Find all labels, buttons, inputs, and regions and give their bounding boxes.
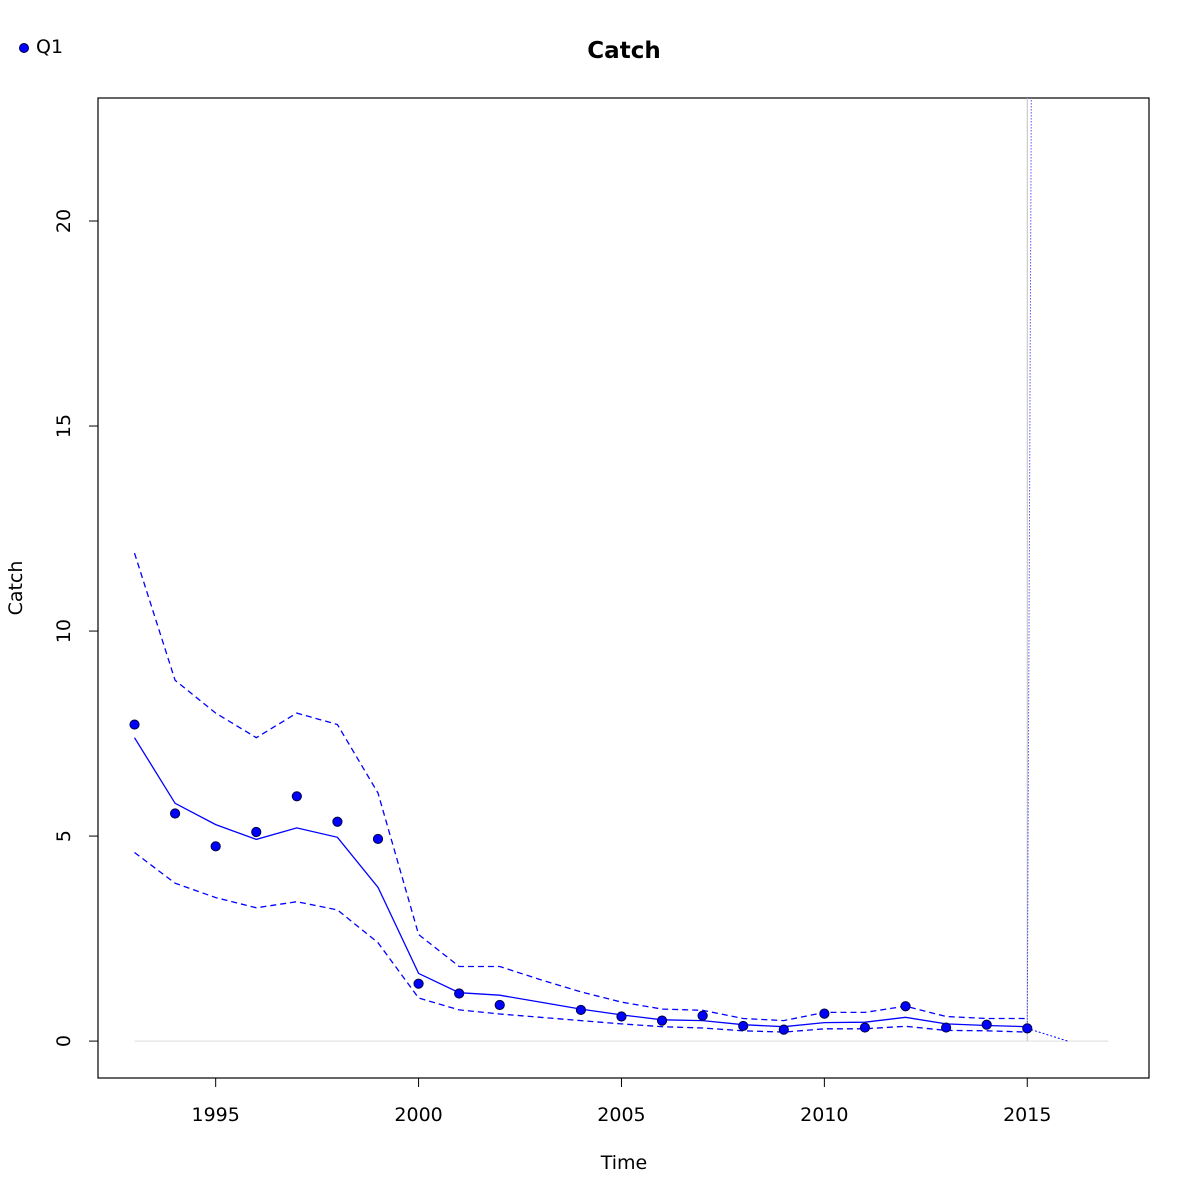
- data-point: [656, 1015, 668, 1026]
- reference-lines: [134, 97, 1109, 1042]
- data-point: [941, 1022, 952, 1033]
- lower-bound-line: [134, 851, 1028, 1033]
- x-tick-label: 2000: [394, 1104, 442, 1126]
- fitted-line: [133, 737, 1028, 1028]
- y-tick-label: 0: [53, 1035, 75, 1047]
- legend-marker: [19, 43, 29, 53]
- x-tick-label: 2010: [800, 1104, 848, 1126]
- projection-line: [1027, 1027, 1068, 1042]
- data-point: [372, 833, 384, 845]
- confidence-band: [133, 552, 1028, 1033]
- x-axis-title: Time: [600, 1152, 648, 1174]
- data-point: [738, 1020, 749, 1032]
- legend-label: Q1: [36, 36, 63, 58]
- observed-points: [129, 719, 1033, 1035]
- legend: Q1: [19, 36, 63, 58]
- y-tick-label: 5: [53, 830, 75, 842]
- chart-title: Catch: [587, 38, 660, 64]
- data-point: [981, 1019, 992, 1030]
- data-point: [454, 988, 465, 999]
- data-point: [697, 1010, 708, 1021]
- data-point: [819, 1008, 830, 1019]
- x-tick-label: 1995: [191, 1104, 239, 1126]
- data-point: [494, 999, 505, 1011]
- data-point: [1022, 1023, 1033, 1034]
- data-point: [332, 816, 343, 827]
- data-point: [616, 1011, 627, 1022]
- data-point: [413, 978, 424, 989]
- data-point: [129, 719, 140, 730]
- y-tick-label: 15: [53, 414, 75, 438]
- x-tick-label: 2015: [1003, 1104, 1051, 1126]
- plot-frame: [97, 97, 1150, 1079]
- data-point: [251, 826, 262, 838]
- y-axis-title: Catch: [5, 561, 27, 616]
- projection-spike-line: [1026, 97, 1032, 1029]
- data-point: [170, 808, 181, 819]
- upper-bound-line: [133, 552, 1028, 1022]
- data-point: [210, 841, 221, 852]
- data-point: [291, 791, 302, 802]
- x-tick-label: 2005: [597, 1104, 645, 1126]
- y-tick-label: 10: [53, 619, 75, 643]
- axes: 1995 2000 2005 2010 2015 0 5 10 15 20: [53, 209, 1051, 1126]
- data-point: [575, 1004, 586, 1016]
- fitted-series: [133, 737, 1028, 1028]
- data-point: [859, 1022, 871, 1033]
- data-point: [778, 1024, 789, 1035]
- y-tick-label: 20: [53, 209, 75, 233]
- data-point: [900, 1001, 911, 1012]
